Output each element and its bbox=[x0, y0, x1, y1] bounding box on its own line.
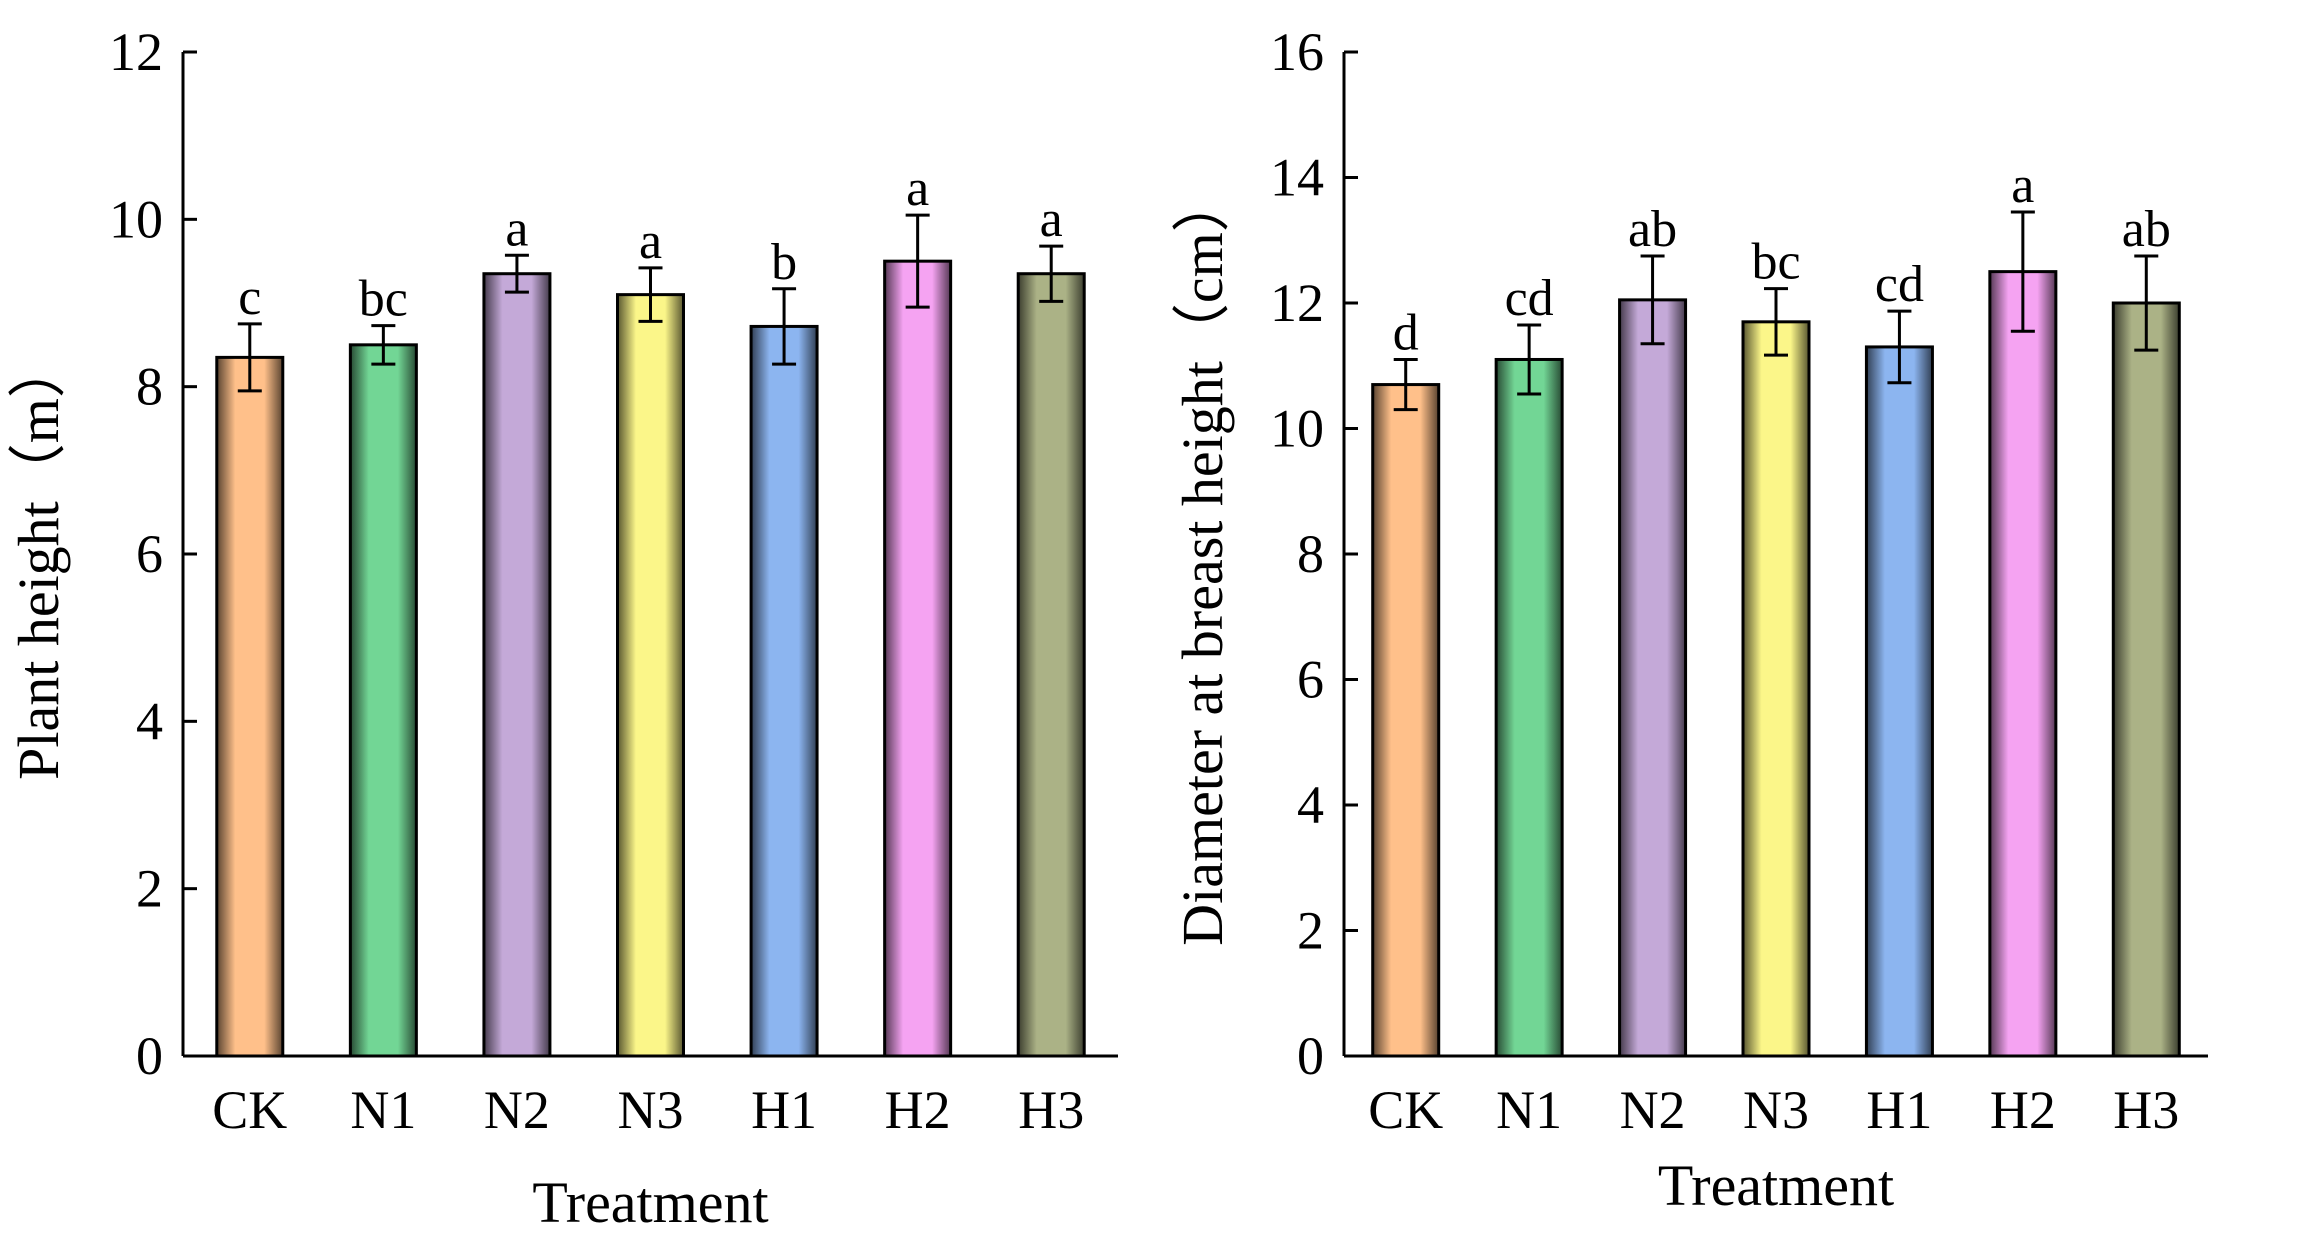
x-tick-label: N2 bbox=[1620, 1080, 1686, 1140]
bar-n1 bbox=[348, 343, 418, 1058]
x-tick-label: N3 bbox=[618, 1080, 684, 1140]
significance-label: bc bbox=[1751, 234, 1800, 291]
bar-n1 bbox=[1494, 357, 1564, 1058]
x-tick-label: N2 bbox=[484, 1080, 550, 1140]
y-tick-label: 0 bbox=[136, 1026, 163, 1086]
y-axis-title: Diameter at breast height（cm） bbox=[1170, 174, 1235, 945]
significance-label: a bbox=[906, 160, 929, 217]
significance-label: b bbox=[771, 234, 797, 291]
x-tick-label: CK bbox=[212, 1080, 287, 1140]
significance-label: bc bbox=[359, 271, 408, 328]
x-tick-label: H2 bbox=[1990, 1080, 2056, 1140]
y-tick-label: 10 bbox=[1270, 399, 1324, 459]
significance-label: ab bbox=[1628, 201, 1677, 258]
diameter-chart: 0 2 4 6 8 10 12 14 16 d CK cd N1 ab N2 bc N3 cd H1 a H2 ab H3 D… bbox=[1170, 22, 2208, 1218]
x-tick-label: H1 bbox=[1866, 1080, 1932, 1140]
y-tick-label: 8 bbox=[136, 357, 163, 417]
significance-label: d bbox=[1393, 304, 1419, 361]
y-tick-label: 6 bbox=[1297, 650, 1324, 710]
bar-h1 bbox=[749, 324, 819, 1058]
y-tick-label: 4 bbox=[136, 691, 163, 751]
significance-label: a bbox=[1040, 191, 1063, 248]
significance-label: a bbox=[2011, 157, 2034, 214]
significance-label: c bbox=[238, 269, 261, 326]
y-axis-title: Plant height（m） bbox=[6, 340, 71, 780]
bar-h2 bbox=[1988, 270, 2058, 1058]
bar-h2 bbox=[883, 259, 953, 1058]
y-tick-label: 0 bbox=[1297, 1026, 1324, 1086]
y-tick-label: 6 bbox=[136, 524, 163, 584]
significance-label: a bbox=[505, 200, 528, 257]
bar-h3 bbox=[1016, 272, 1086, 1058]
significance-label: cd bbox=[1505, 270, 1554, 327]
bar-h3 bbox=[2111, 301, 2181, 1058]
x-tick-label: N3 bbox=[1743, 1080, 1809, 1140]
bar-ck bbox=[215, 355, 285, 1058]
x-tick-label: H3 bbox=[1018, 1080, 1084, 1140]
x-axis-title: Treatment bbox=[532, 1170, 768, 1235]
y-tick-label: 16 bbox=[1270, 22, 1324, 82]
significance-label: a bbox=[639, 213, 662, 270]
y-tick-label: 2 bbox=[1297, 901, 1324, 961]
y-tick-label: 4 bbox=[1297, 775, 1324, 835]
plant-height-chart: 0 2 4 6 8 10 12 c CK bc N1 a N2 a N3 b H1 a H2 a H3 Plant hei… bbox=[6, 22, 1118, 1235]
y-tick-label: 8 bbox=[1297, 524, 1324, 584]
x-tick-label: H1 bbox=[751, 1080, 817, 1140]
bar-n2 bbox=[482, 272, 552, 1058]
significance-label: ab bbox=[2122, 201, 2171, 258]
x-tick-label: H3 bbox=[2113, 1080, 2179, 1140]
bar-h1 bbox=[1864, 345, 1934, 1058]
x-axis-title: Treatment bbox=[1658, 1153, 1894, 1218]
significance-label: cd bbox=[1875, 256, 1924, 313]
x-tick-label: H2 bbox=[885, 1080, 951, 1140]
y-tick-label: 12 bbox=[1270, 273, 1324, 333]
bar-n3 bbox=[1741, 320, 1811, 1058]
y-tick-label: 14 bbox=[1270, 148, 1324, 208]
y-tick-label: 2 bbox=[136, 859, 163, 919]
y-tick-label: 10 bbox=[109, 189, 163, 249]
bar-n2 bbox=[1618, 298, 1688, 1058]
bar-ck bbox=[1371, 383, 1441, 1058]
x-tick-label: CK bbox=[1368, 1080, 1443, 1140]
x-tick-label: N1 bbox=[350, 1080, 416, 1140]
x-tick-label: N1 bbox=[1496, 1080, 1562, 1140]
bar-n3 bbox=[616, 293, 685, 1058]
y-tick-label: 12 bbox=[109, 22, 163, 82]
